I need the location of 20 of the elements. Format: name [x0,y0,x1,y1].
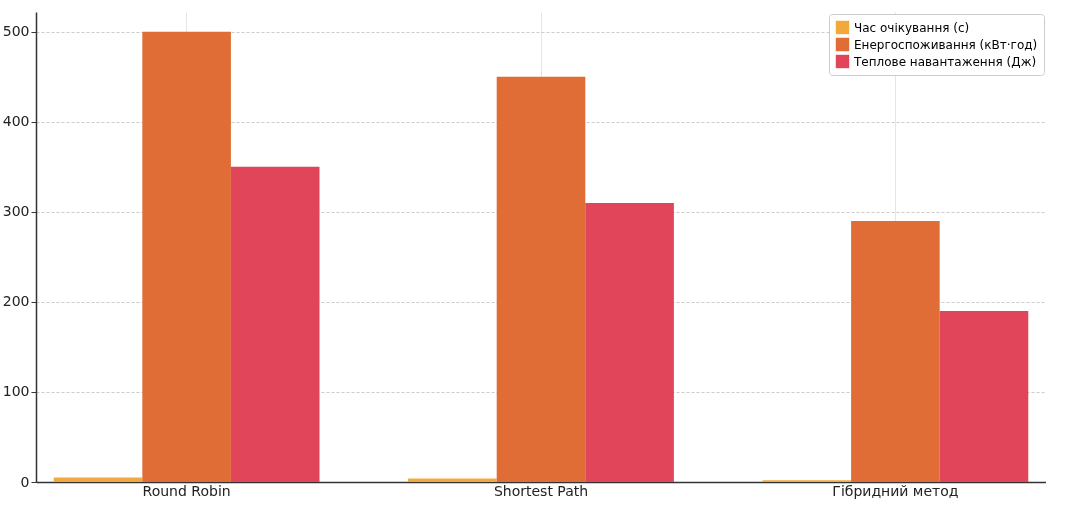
x-tick-label: Round Robin [142,482,231,499]
bar [142,31,231,482]
bar [230,166,320,482]
x-tick-label: Shortest Path [493,482,589,499]
x-tick-label: Гібридний метод [832,482,959,499]
bar [496,76,586,482]
bar [585,202,674,482]
y-tick-label: 200 [2,293,30,310]
y-tick-label: 500 [2,23,30,40]
bar [939,310,1029,482]
legend-label: Енергоспоживання (кВт·год) [854,37,1038,52]
legend-label: Час очікування (с) [854,20,970,35]
y-tick-label: 0 [20,473,30,490]
legend-label: Теплове навантаження (Дж) [853,54,1037,69]
bar [408,478,497,482]
y-tick-label: 300 [2,203,30,220]
bar [851,220,940,482]
bar [53,477,143,482]
y-tick-label: 400 [2,113,30,130]
y-tick-label: 100 [2,383,30,400]
